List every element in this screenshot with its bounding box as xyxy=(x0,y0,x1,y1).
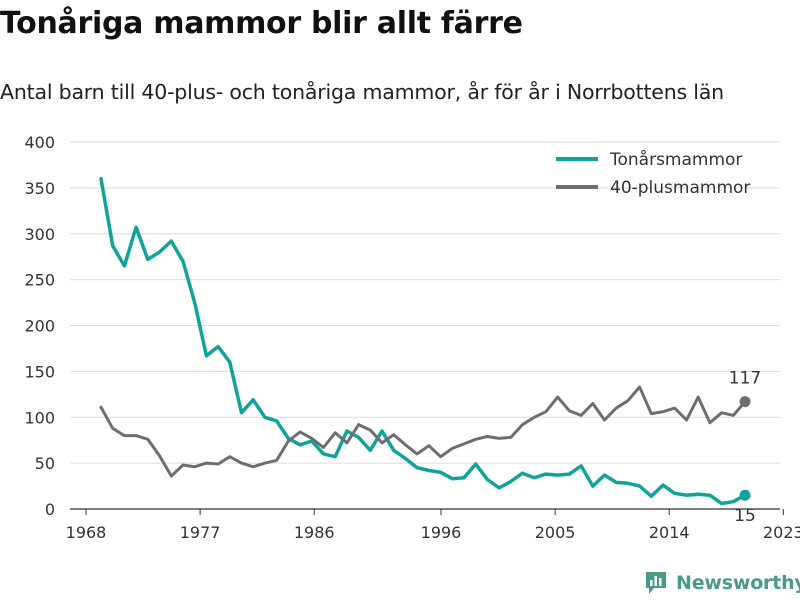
x-axis: 1968 1977 1986 1996 2005 2014 2023 xyxy=(66,508,800,542)
y-tick-label: 0 xyxy=(45,500,55,519)
y-tick-label: 250 xyxy=(24,271,55,290)
chart-title: Tonåriga mammor blir allt färre xyxy=(0,6,523,41)
y-tick-label: 300 xyxy=(24,225,55,244)
series-lines xyxy=(99,176,747,506)
legend-label: Tonårsmammor xyxy=(609,149,742,170)
x-tick-label: 2005 xyxy=(535,523,576,542)
end-point-40-plusmammor xyxy=(739,396,751,408)
legend: Tonårsmammor 40-plusmammor xyxy=(556,149,750,198)
chart-subtitle: Antal barn till 40-plus- och tonåriga ma… xyxy=(0,80,724,104)
end-label-40-plusmammor: 117 xyxy=(729,369,761,389)
x-tick-label: 1968 xyxy=(66,523,107,542)
legend-label: 40-plusmammor xyxy=(610,178,750,198)
y-tick-label: 50 xyxy=(35,454,55,473)
y-tick-label: 200 xyxy=(24,317,55,336)
end-markers: 15 117 xyxy=(729,369,761,527)
y-axis-ticks: 0 50 100 150 200 250 300 350 400 xyxy=(24,133,55,519)
y-tick-label: 150 xyxy=(24,362,55,381)
y-tick-label: 400 xyxy=(24,133,55,152)
series-line-40-plusmammor xyxy=(99,385,747,478)
brand-name: Newsworthy xyxy=(676,572,800,594)
x-tick-label: 1996 xyxy=(421,523,462,542)
bar-chart-logo-icon xyxy=(646,572,666,594)
x-tick-label: 2023 xyxy=(763,523,800,542)
end-label-tonarsmammor: 15 xyxy=(734,506,756,526)
x-tick-label: 1977 xyxy=(180,523,221,542)
x-tick-label: 1986 xyxy=(294,523,335,542)
x-tick-label: 2014 xyxy=(649,523,690,542)
series-line-tonarsmammor xyxy=(99,176,747,506)
end-point-tonarsmammor xyxy=(739,489,751,501)
y-tick-label: 100 xyxy=(24,408,55,427)
newsworthy-logo[interactable]: Newsworthy xyxy=(644,568,800,598)
y-tick-label: 350 xyxy=(24,179,55,198)
